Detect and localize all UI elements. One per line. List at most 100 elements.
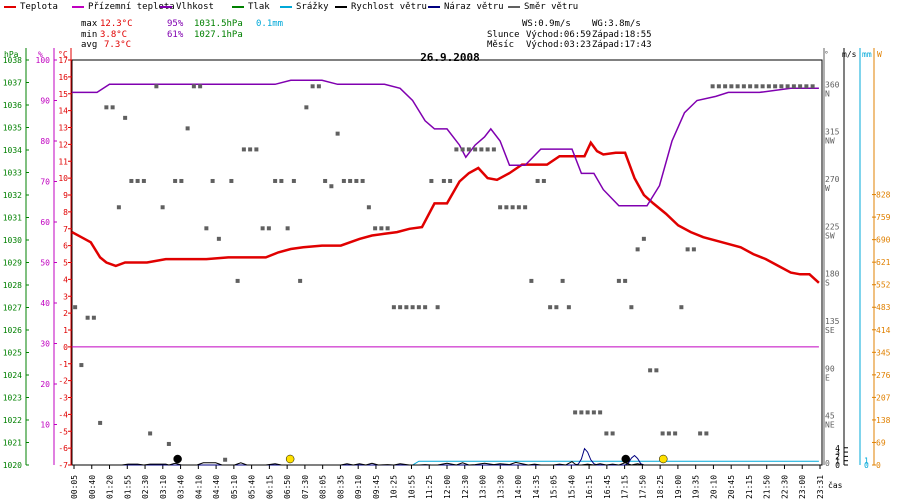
wind-dir-point — [516, 205, 521, 210]
solar-tick-label: 345 — [876, 348, 891, 357]
legend-item-wind-speed: Rychlost větru — [335, 2, 427, 12]
x-tick-label: 14:35 — [532, 475, 541, 499]
humidity-tick-label: 40 — [40, 299, 50, 308]
wind-dir-tick-label: 90 — [825, 364, 835, 373]
wind-dir-point — [204, 226, 209, 231]
x-tick-label: 00:40 — [88, 475, 97, 499]
pressure-tick-label: 1038 — [3, 56, 22, 65]
wind-dir-point — [473, 147, 478, 152]
wind-dir-point — [273, 178, 278, 183]
wind-dir-point — [98, 420, 103, 425]
x-tick-label: 16:45 — [603, 475, 612, 499]
wind-dir-point — [254, 147, 259, 152]
temperature-tick-label: 0 — [63, 343, 68, 352]
temperature-axis-unit: °C — [58, 50, 68, 59]
wind-dir-point — [529, 278, 534, 283]
wind-dir-point — [248, 147, 253, 152]
sunrise-time: Východ:06:59 — [526, 30, 592, 40]
wind-dir-compass-label: NW — [825, 137, 835, 146]
wind-dir-point — [91, 315, 96, 320]
temperature-tick-label: 17 — [58, 56, 68, 65]
pressure-tick-label: 1034 — [3, 146, 22, 155]
wind-dir-point — [241, 147, 246, 152]
wind-dir-point — [691, 247, 696, 252]
wind-dir-point — [279, 178, 284, 183]
humidity-tick-label: 100 — [36, 56, 51, 65]
wind-dir-point — [173, 178, 178, 183]
wind-speed-tick-label: 4 — [835, 444, 840, 453]
rain-total: 0.1mm — [256, 19, 284, 29]
min-temp: 3.8°C — [100, 30, 128, 40]
x-tick-label: 10:55 — [407, 475, 416, 499]
wind-dir-point — [448, 178, 453, 183]
wind-dir-point — [348, 178, 353, 183]
max-label: max — [81, 19, 98, 29]
wind-dir-point — [635, 247, 640, 252]
wind-dir-point — [566, 305, 571, 310]
humidity-tick-label: 50 — [40, 259, 50, 268]
wind-dir-point — [216, 236, 221, 241]
wind-dir-point — [404, 305, 409, 310]
moon-label: Měsíc — [487, 40, 515, 50]
x-tick-label: 21:15 — [745, 475, 754, 499]
wind-dir-point — [379, 226, 384, 231]
solar-tick-label: 759 — [876, 213, 891, 222]
x-tick-label: 05:40 — [248, 475, 257, 499]
wind-dir-point — [766, 84, 771, 89]
temperature-tick-label: 14 — [58, 107, 68, 116]
wind-dir-point — [673, 431, 678, 436]
moonset-marker — [621, 454, 630, 464]
max-temp: 12.3°C — [100, 19, 133, 29]
x-tick-label: 03:40 — [177, 475, 186, 499]
min-label: min — [81, 30, 98, 40]
x-tick-label: 15:05 — [550, 475, 559, 499]
wind-dir-axis-unit: ° — [824, 50, 829, 59]
x-tick-label: 20:10 — [709, 475, 718, 499]
wind-dir-point — [798, 84, 803, 89]
legend-item-wind-direction: Směr větru — [508, 2, 578, 12]
wind-dir-point — [185, 126, 190, 131]
wind-dir-point — [710, 84, 715, 89]
wind-dir-point — [85, 315, 90, 320]
x-tick-label: 18:25 — [656, 475, 665, 499]
wind-dir-point — [291, 178, 296, 183]
wind-dir-tick-label: 45 — [825, 412, 835, 421]
x-tick-label: 17:15 — [621, 475, 630, 499]
series-line-teplota — [71, 140, 820, 284]
avg-temp: 7.3°C — [104, 40, 132, 50]
x-tick-label: 21:50 — [763, 475, 772, 499]
temperature-tick-label: 3 — [63, 292, 68, 301]
wind-dir-point — [579, 410, 584, 415]
x-tick-label: 19:35 — [692, 475, 701, 499]
wind-dir-point — [460, 147, 465, 152]
humidity-tick-label: 60 — [40, 218, 50, 227]
wind-dir-point — [785, 84, 790, 89]
wind-dir-tick-label: 315 — [825, 128, 840, 137]
pressure-tick-label: 1026 — [3, 326, 22, 335]
wind-dir-point — [629, 305, 634, 310]
wind-dir-point — [779, 84, 784, 89]
wind-dir-point — [129, 178, 134, 183]
pressure-tick-label: 1028 — [3, 281, 22, 290]
pressure-tick-label: 1029 — [3, 259, 22, 268]
avg-label: avg — [81, 40, 98, 50]
wind-dir-point — [723, 84, 728, 89]
wind-dir-point — [135, 178, 140, 183]
wind-speed-tick-label: 0 — [835, 461, 840, 470]
legend-item-rain: Srážky — [280, 2, 329, 12]
wind-dir-point — [398, 305, 403, 310]
moonrise-marker — [173, 454, 182, 464]
wind-dir-tick-label: 0 — [825, 459, 830, 468]
wind-dir-point — [485, 147, 490, 152]
pressure-tick-label: 1024 — [3, 371, 22, 380]
pressure-tick-label: 1037 — [3, 79, 22, 88]
wind-dir-point — [604, 431, 609, 436]
x-tick-label: 00:05 — [70, 475, 79, 499]
legend-item-ground-temperature: Přízemní teplota — [72, 2, 175, 12]
temperature-tick-label: -6 — [58, 444, 68, 453]
wind-dir-point — [116, 205, 121, 210]
wind-dir-point — [554, 305, 559, 310]
wind-dir-point — [223, 457, 228, 462]
wind-dir-point — [598, 410, 603, 415]
